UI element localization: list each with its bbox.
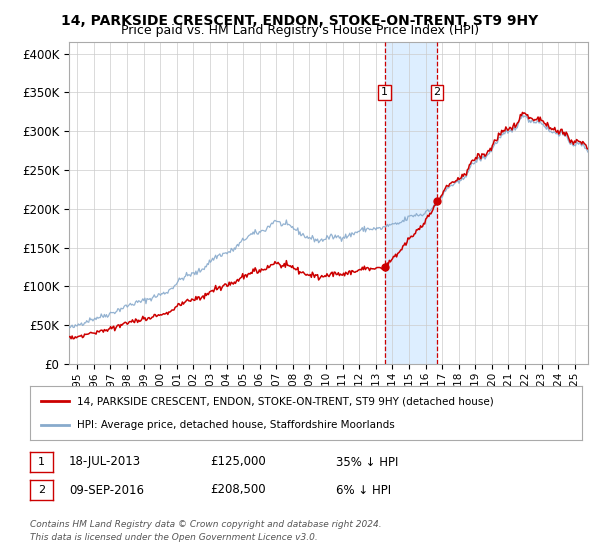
Text: 2: 2	[433, 87, 440, 97]
Text: 2: 2	[38, 485, 45, 495]
Text: 18-JUL-2013: 18-JUL-2013	[69, 455, 141, 469]
Text: 1: 1	[381, 87, 388, 97]
Text: Price paid vs. HM Land Registry's House Price Index (HPI): Price paid vs. HM Land Registry's House …	[121, 24, 479, 36]
Text: 09-SEP-2016: 09-SEP-2016	[69, 483, 144, 497]
Text: 14, PARKSIDE CRESCENT, ENDON, STOKE-ON-TRENT, ST9 9HY (detached house): 14, PARKSIDE CRESCENT, ENDON, STOKE-ON-T…	[77, 396, 494, 407]
Text: HPI: Average price, detached house, Staffordshire Moorlands: HPI: Average price, detached house, Staf…	[77, 419, 395, 430]
Bar	[385, 42, 437, 364]
Text: This data is licensed under the Open Government Licence v3.0.: This data is licensed under the Open Gov…	[30, 533, 318, 542]
Text: 1: 1	[38, 457, 45, 467]
Text: 35% ↓ HPI: 35% ↓ HPI	[336, 455, 398, 469]
Text: £208,500: £208,500	[210, 483, 266, 497]
Text: £125,000: £125,000	[210, 455, 266, 469]
Text: 6% ↓ HPI: 6% ↓ HPI	[336, 483, 391, 497]
Text: 14, PARKSIDE CRESCENT, ENDON, STOKE-ON-TRENT, ST9 9HY: 14, PARKSIDE CRESCENT, ENDON, STOKE-ON-T…	[61, 14, 539, 28]
Text: Contains HM Land Registry data © Crown copyright and database right 2024.: Contains HM Land Registry data © Crown c…	[30, 520, 382, 529]
